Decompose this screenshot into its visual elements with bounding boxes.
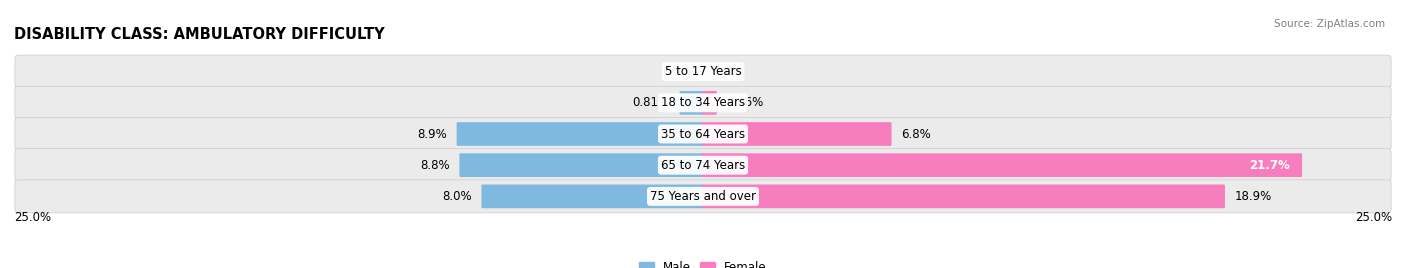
FancyBboxPatch shape <box>460 153 704 177</box>
Text: 18 to 34 Years: 18 to 34 Years <box>661 96 745 109</box>
FancyBboxPatch shape <box>457 122 704 146</box>
Text: 75 Years and over: 75 Years and over <box>650 190 756 203</box>
Text: 0.46%: 0.46% <box>727 96 763 109</box>
FancyBboxPatch shape <box>702 122 891 146</box>
FancyBboxPatch shape <box>679 91 704 115</box>
Text: 21.7%: 21.7% <box>1249 159 1289 172</box>
Text: 5 to 17 Years: 5 to 17 Years <box>665 65 741 78</box>
Legend: Male, Female: Male, Female <box>634 256 772 268</box>
Text: DISABILITY CLASS: AMBULATORY DIFFICULTY: DISABILITY CLASS: AMBULATORY DIFFICULTY <box>14 27 385 42</box>
Text: 0.81%: 0.81% <box>633 96 669 109</box>
FancyBboxPatch shape <box>481 185 704 208</box>
FancyBboxPatch shape <box>15 55 1391 88</box>
Text: 8.9%: 8.9% <box>418 128 447 140</box>
Text: 25.0%: 25.0% <box>14 211 51 224</box>
Text: 18.9%: 18.9% <box>1234 190 1272 203</box>
Text: 6.8%: 6.8% <box>901 128 931 140</box>
FancyBboxPatch shape <box>702 91 717 115</box>
FancyBboxPatch shape <box>15 86 1391 119</box>
FancyBboxPatch shape <box>702 153 1302 177</box>
Text: 65 to 74 Years: 65 to 74 Years <box>661 159 745 172</box>
FancyBboxPatch shape <box>15 117 1391 151</box>
FancyBboxPatch shape <box>702 185 1225 208</box>
Text: 0.0%: 0.0% <box>662 65 692 78</box>
FancyBboxPatch shape <box>15 180 1391 213</box>
FancyBboxPatch shape <box>15 149 1391 182</box>
Text: 25.0%: 25.0% <box>1355 211 1392 224</box>
Text: 35 to 64 Years: 35 to 64 Years <box>661 128 745 140</box>
Text: 8.8%: 8.8% <box>420 159 450 172</box>
Text: 8.0%: 8.0% <box>441 190 471 203</box>
Text: Source: ZipAtlas.com: Source: ZipAtlas.com <box>1274 19 1385 29</box>
Text: 0.0%: 0.0% <box>714 65 744 78</box>
